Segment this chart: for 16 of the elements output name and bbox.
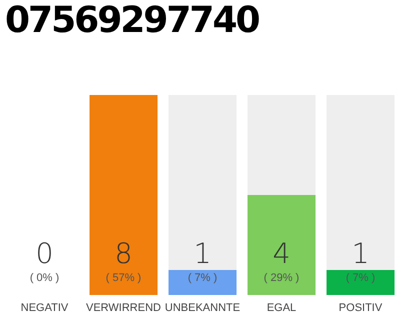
annotation: ( 7% ): [188, 272, 218, 284]
x-tick-label: NEGATIV: [20, 302, 69, 314]
x-tick-label: EGAL: [266, 302, 296, 314]
x-tick-label: VERWIRREND: [86, 302, 162, 314]
data-label: 4: [272, 237, 290, 270]
chart-title: 07569297740: [5, 0, 259, 41]
data-label: 1: [352, 237, 370, 270]
annotation: ( 29% ): [264, 272, 300, 284]
annotation: ( 0% ): [30, 272, 60, 284]
x-tick-label: UNBEKANNTE: [164, 302, 240, 314]
data-label: 8: [114, 237, 132, 270]
x-tick-label: POSITIV: [338, 302, 383, 314]
data-label: 1: [194, 237, 212, 270]
annotation: ( 57% ): [106, 272, 142, 284]
data-label: 0: [36, 237, 54, 270]
annotation: ( 7% ): [346, 272, 376, 284]
